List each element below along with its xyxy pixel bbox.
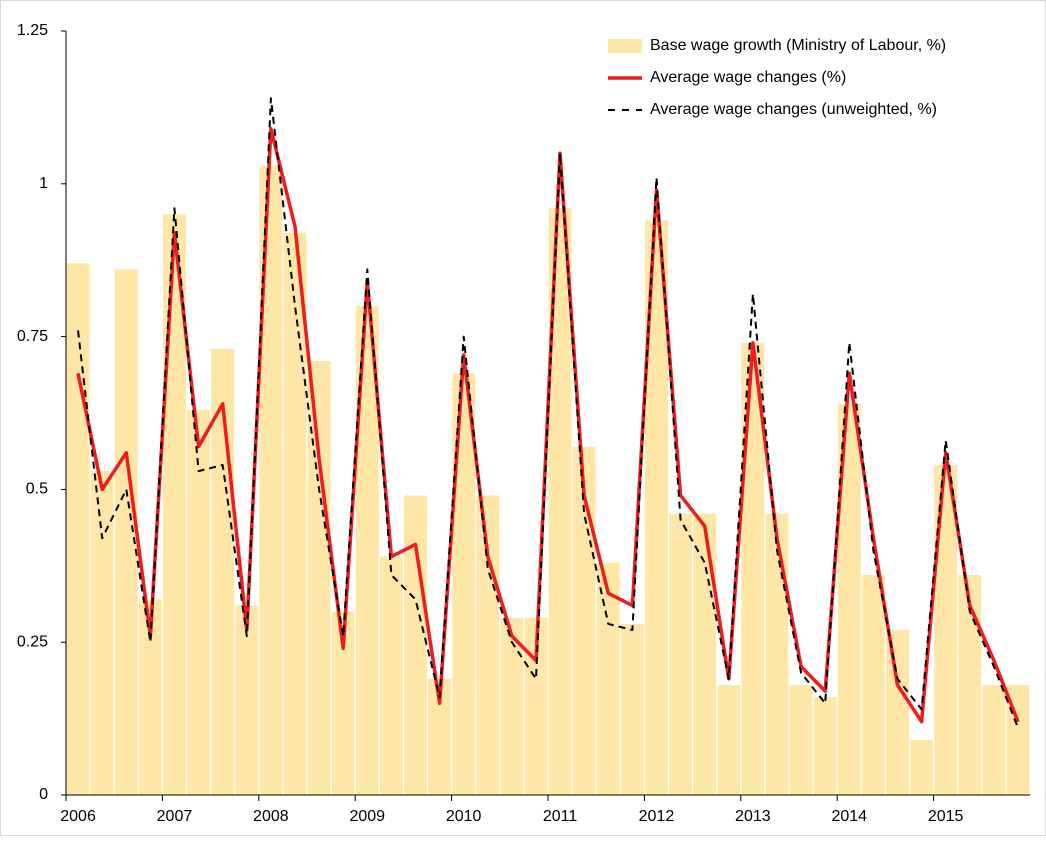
bar <box>66 263 90 796</box>
y-tick-label: 0.25 <box>17 633 48 650</box>
bar <box>910 739 933 795</box>
x-tick-label: 2014 <box>831 808 867 825</box>
bar <box>934 464 958 795</box>
bar <box>741 342 765 795</box>
bar <box>861 574 885 795</box>
line-series <box>77 97 1019 729</box>
legend-label: Base wage growth (Ministry of Labour, %) <box>650 37 946 54</box>
x-tick-label: 2012 <box>639 808 675 825</box>
bar <box>476 495 500 795</box>
bar <box>789 684 813 795</box>
bar <box>693 513 717 795</box>
y-tick-label: 0 <box>39 786 48 803</box>
bar <box>886 629 909 795</box>
bar <box>813 697 837 795</box>
bar <box>283 232 307 796</box>
x-tick-label: 2010 <box>446 808 482 825</box>
x-tick-label: 2009 <box>349 808 385 825</box>
bar <box>500 617 524 795</box>
bar <box>765 513 789 795</box>
bar <box>524 617 548 795</box>
bar <box>307 361 331 795</box>
bar <box>235 605 259 795</box>
y-tick-label: 1.25 <box>17 22 48 39</box>
bar <box>187 409 210 795</box>
bar <box>452 373 476 795</box>
bar <box>138 599 162 795</box>
x-tick-label: 2013 <box>735 808 771 825</box>
legend-label: Average wage changes (%) <box>650 69 846 86</box>
x-tick-label: 2015 <box>928 808 964 825</box>
bar <box>620 623 644 795</box>
legend-label: Average wage changes (unweighted, %) <box>650 101 937 118</box>
bar <box>90 471 114 795</box>
bar <box>428 678 451 795</box>
bar <box>404 495 427 795</box>
y-tick-label: 0.75 <box>17 328 48 345</box>
bar <box>572 446 596 795</box>
bar <box>114 269 138 795</box>
bar <box>837 403 861 795</box>
bar <box>596 562 620 795</box>
bar <box>669 513 692 795</box>
bar <box>982 684 1006 795</box>
bar <box>355 306 379 795</box>
y-tick-label: 1 <box>39 175 48 192</box>
bar <box>645 220 668 796</box>
bar <box>331 611 355 795</box>
bar <box>259 165 283 796</box>
bar <box>958 574 982 795</box>
x-tick-label: 2006 <box>60 808 96 825</box>
y-tick-label: 0.5 <box>26 481 48 498</box>
bar <box>548 208 572 796</box>
x-tick-label: 2008 <box>253 808 289 825</box>
bar <box>379 556 403 795</box>
bar <box>717 684 741 795</box>
legend-swatch <box>608 39 642 53</box>
x-tick-label: 2011 <box>543 808 578 825</box>
x-tick-label: 2007 <box>157 808 193 825</box>
bar <box>163 214 186 796</box>
